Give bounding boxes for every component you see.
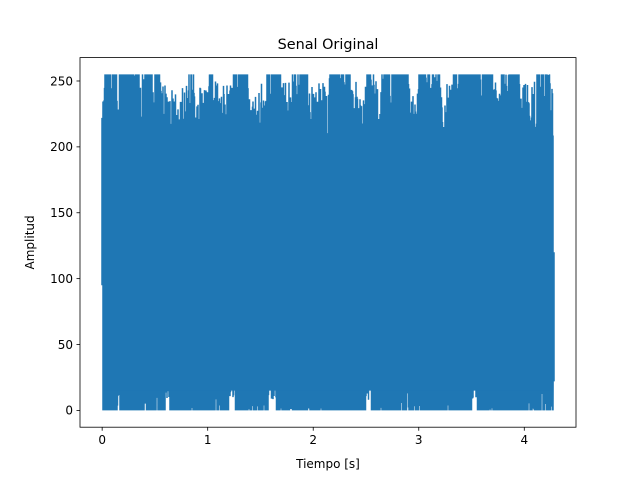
chart-title: Senal Original (278, 37, 379, 53)
x-tick-label: 1 (204, 433, 212, 447)
series-layer (101, 74, 555, 411)
y-tick-label: 100 (50, 272, 73, 286)
x-axis: 0 1 2 3 4 (98, 427, 528, 447)
x-tick-label: 3 (415, 433, 423, 447)
y-tick-label: 250 (50, 74, 73, 88)
x-axis-label: Tiempo [s] (295, 457, 360, 471)
y-axis-label: Amplitud (23, 215, 37, 269)
y-tick-label: 0 (65, 404, 73, 418)
signal-dense-band (103, 146, 553, 391)
plot-frame (79, 57, 577, 428)
y-tick-label: 200 (50, 140, 73, 154)
y-tick-label: 150 (50, 206, 73, 220)
y-axis: 0 50 100 150 200 250 (50, 74, 80, 418)
y-tick-label: 50 (58, 338, 73, 352)
x-tick-label: 2 (309, 433, 317, 447)
x-tick-label: 0 (98, 433, 106, 447)
x-tick-label: 4 (520, 433, 528, 447)
